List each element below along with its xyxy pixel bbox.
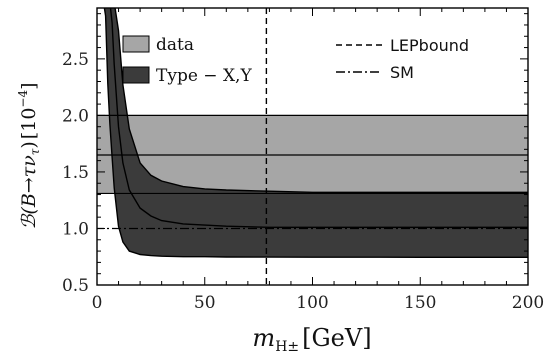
y-axis-title-text: ℬ(B→τν	[18, 155, 40, 230]
legend-label-type-xy: Type − X,Y	[156, 66, 252, 86]
axis-ticks	[96, 8, 529, 286]
y-axis-title-close: )	[18, 141, 40, 148]
legend-label-lep-bound: LEPbound	[390, 36, 469, 55]
legend-label-sm: SM	[390, 63, 414, 82]
plot-area	[97, 8, 528, 285]
x-tick-label: 150	[404, 293, 436, 313]
x-tick-label: 0	[92, 293, 103, 313]
axis-tick-labels: 0 50 100 150 200 0.5 1.0 1.5 2.0 2.5	[62, 50, 544, 313]
y-tick-label: 1.5	[62, 163, 89, 183]
type-xy-band	[104, 8, 528, 258]
y-tick-label: 2.5	[62, 50, 89, 70]
y-axis-title: ℬ(B→τντ)[10−4]	[16, 82, 42, 229]
x-axis-title-main: m	[252, 324, 275, 352]
y-tick-label: 0.5	[62, 276, 89, 296]
legend-right: LEPbound SM	[336, 36, 469, 82]
y-axis-title-unit-exp: −4	[16, 90, 30, 108]
type-xy-central-curve	[109, 8, 528, 228]
y-tick-label: 2.0	[62, 106, 89, 126]
legend-label-data: data	[156, 35, 194, 55]
x-axis-title-sub: H±	[275, 339, 299, 355]
legend-left: data Type − X,Y	[122, 35, 252, 86]
y-axis-title-unit: [10	[18, 108, 40, 140]
y-axis-title-unit-close: ]	[18, 82, 40, 89]
y-axis-title-sub: τ	[28, 148, 42, 155]
x-tick-label: 200	[512, 293, 544, 313]
x-tick-label: 50	[194, 293, 216, 313]
x-axis-title-unit: [GeV]	[302, 324, 371, 352]
legend-swatch-data	[122, 35, 150, 53]
x-tick-label: 100	[296, 293, 328, 313]
x-axis-title: mH± [GeV]	[252, 324, 371, 355]
y-tick-label: 1.0	[62, 219, 89, 239]
legend-swatch-type-xy	[122, 66, 150, 84]
type-xy-lower-curve	[103, 8, 528, 258]
type-xy-upper-curve	[114, 8, 528, 193]
